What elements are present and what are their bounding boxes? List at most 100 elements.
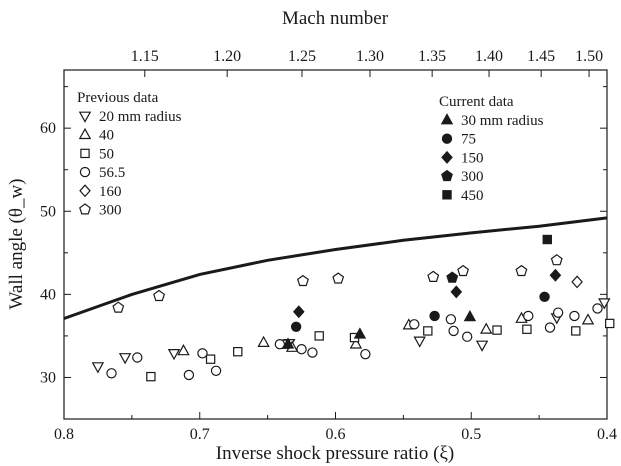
- legend-marker: [79, 184, 91, 198]
- previous-square-point: [205, 354, 216, 364]
- previous-circle-point: [106, 368, 117, 379]
- previous-triangle-up-point: [349, 337, 363, 349]
- previous-circle-point: [197, 348, 208, 359]
- previous-square-point: [605, 318, 615, 329]
- legend-label: 300: [99, 203, 122, 219]
- previous-pentagon-point: [457, 264, 470, 277]
- top-tick-label: 1.45: [527, 48, 555, 65]
- current-diamond-point: [450, 285, 463, 299]
- previous-pentagon-point: [427, 270, 440, 282]
- current-triangle-up-point: [353, 327, 367, 339]
- previous-square-point: [146, 371, 156, 382]
- legend-label: 160: [99, 184, 122, 200]
- previous-square-point: [492, 325, 502, 335]
- current-circle-point: [429, 310, 440, 322]
- previous-circle-point: [592, 303, 603, 314]
- previous-circle-point: [409, 319, 420, 330]
- x-tick-label: 0.6: [326, 426, 346, 443]
- y-tick-label: 60: [40, 120, 56, 137]
- previous-circle-point: [360, 348, 371, 360]
- previous-triangle-down-point: [598, 298, 611, 310]
- legend-label: 20 mm radius: [99, 109, 182, 125]
- previous-triangle-down-point: [475, 340, 489, 352]
- previous-pentagon-point: [515, 264, 528, 277]
- previous-square-point: [522, 324, 532, 334]
- previous-circle-point: [461, 331, 473, 342]
- legend-marker: [78, 111, 92, 123]
- current-triangle-up-point: [463, 309, 477, 322]
- theory-curve: [63, 216, 608, 320]
- top-tick-label: 1.15: [131, 48, 159, 65]
- previous-triangle-up-point: [177, 344, 190, 356]
- legend-marker: [79, 166, 91, 178]
- current-pentagon-point: [446, 271, 459, 283]
- previous-triangle-down-point: [413, 336, 426, 348]
- legend-marker: [78, 127, 92, 140]
- previous-circle-point: [523, 310, 534, 322]
- previous-pentagon-point: [153, 289, 166, 302]
- top-tick-label: 1.30: [356, 48, 384, 65]
- y-tick-label: 40: [40, 286, 56, 303]
- x-tick-label: 0.4: [597, 426, 617, 443]
- previous-square-point: [571, 326, 581, 336]
- legend-label: 75: [461, 132, 476, 148]
- legend-label: 56.5: [99, 165, 125, 181]
- previous-diamond-point: [571, 275, 583, 289]
- previous-square-point: [233, 346, 243, 357]
- previous-circle-point: [296, 344, 307, 355]
- previous-triangle-down-point: [91, 362, 105, 374]
- previous-circle-point: [552, 307, 564, 318]
- previous-circle-point: [132, 352, 143, 363]
- legend-label: 150: [461, 150, 484, 166]
- top-tick-label: 1.50: [575, 48, 603, 65]
- legend-marker: [441, 169, 453, 182]
- curve-layer: [63, 216, 608, 320]
- legend-title: Previous data: [77, 90, 159, 106]
- legend-marker: [80, 148, 90, 159]
- legend-marker: [441, 150, 453, 164]
- legend-label: 300: [461, 169, 484, 185]
- marker-layer: [91, 234, 615, 382]
- x-tick-label: 0.8: [54, 426, 74, 443]
- x-axis-title: Inverse shock pressure ratio (ξ): [216, 443, 455, 464]
- legend-layer: Previous data 20 mm radius 40 50 56.5 160 300 C…: [77, 90, 544, 219]
- top-tick-label: 1.20: [213, 48, 241, 65]
- y-axis-title: Wall angle (θ_w): [6, 178, 27, 309]
- x-tick-label: 0.7: [190, 426, 210, 443]
- current-diamond-point: [292, 305, 305, 319]
- previous-triangle-up-point: [581, 313, 595, 325]
- previous-circle-point: [544, 322, 556, 333]
- legend-title: Current data: [439, 94, 514, 110]
- current-square-point: [542, 234, 552, 245]
- current-triangle-up-point: [281, 337, 295, 349]
- legend-label: 50: [99, 146, 114, 162]
- legend-marker: [79, 203, 91, 215]
- x-tick-label: 0.5: [461, 426, 481, 443]
- legend-label: 30 mm radius: [461, 113, 544, 129]
- previous-circle-point: [569, 310, 580, 322]
- y-tick-label: 30: [40, 369, 56, 386]
- previous-square-point: [423, 326, 433, 336]
- legend-label: 40: [99, 128, 114, 144]
- ticks: 0.8 0.7 0.6 0.5 0.4 30 40 50 60 1.15 1.20 1.25 1.30 1…: [40, 48, 617, 443]
- previous-square-point: [314, 331, 324, 341]
- top-tick-label: 1.25: [288, 48, 316, 65]
- previous-triangle-down-point: [118, 353, 132, 365]
- legend-marker: [440, 113, 454, 125]
- legend-marker: [442, 190, 452, 200]
- top-tick-label: 1.35: [418, 48, 446, 65]
- top-tick-label: 1.40: [475, 48, 503, 65]
- previous-triangle-up-point: [479, 322, 493, 334]
- y-tick-label: 50: [40, 203, 56, 220]
- previous-pentagon-point: [332, 272, 345, 284]
- legend-marker: [441, 133, 453, 144]
- previous-pentagon-point: [296, 274, 309, 287]
- previous-circle-point: [210, 365, 222, 377]
- previous-circle-point: [445, 314, 457, 325]
- previous-circle-point: [448, 325, 459, 337]
- previous-pentagon-point: [550, 254, 563, 266]
- previous-pentagon-point: [112, 301, 125, 313]
- previous-circle-point: [307, 347, 318, 358]
- legend-label: 450: [461, 188, 484, 204]
